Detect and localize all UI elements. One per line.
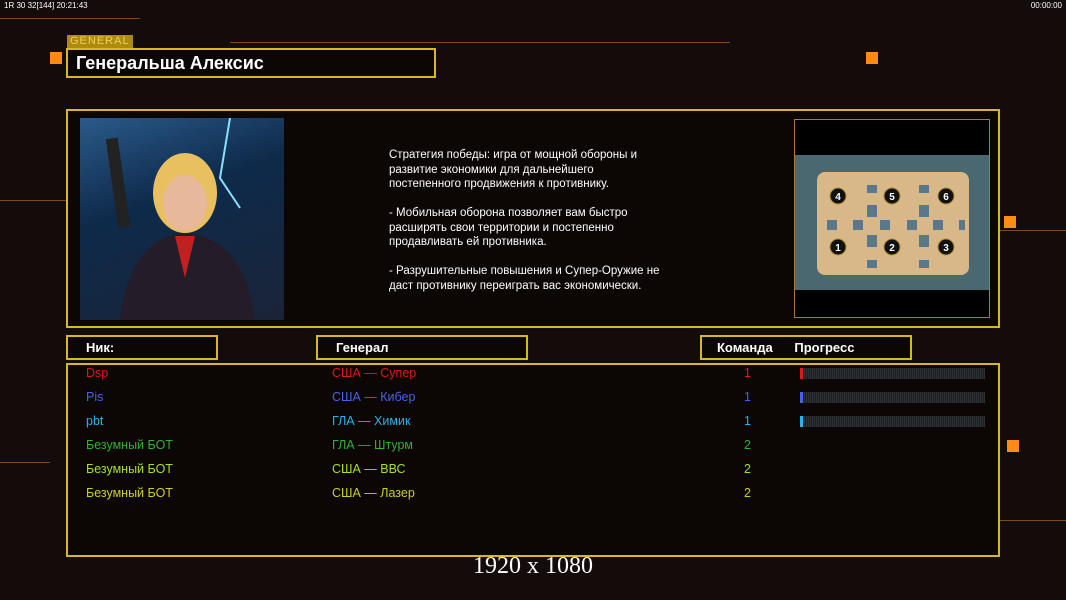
start-slot[interactable]: 5 xyxy=(883,187,901,205)
start-slot[interactable]: 6 xyxy=(937,187,955,205)
player-general: США — Супер xyxy=(332,366,417,380)
start-slot[interactable]: 3 xyxy=(937,238,955,256)
general-tag: GENERAL xyxy=(67,35,133,48)
column-nick: Ник: xyxy=(66,335,218,360)
player-team: 2 xyxy=(744,486,751,500)
player-general: США — Лазер xyxy=(332,486,415,500)
player-team: 2 xyxy=(744,462,751,476)
player-nick: Безумный БОТ xyxy=(86,462,173,476)
player-team: 1 xyxy=(744,390,751,404)
svg-text:1: 1 xyxy=(835,243,841,254)
player-team: 2 xyxy=(744,438,751,452)
player-nick: Pis xyxy=(86,390,104,404)
progress-fill xyxy=(800,368,803,379)
decor-square xyxy=(1004,216,1016,228)
progress-fill xyxy=(800,416,803,427)
svg-text:6: 6 xyxy=(943,192,949,203)
column-team-progress: Команда Прогресс xyxy=(700,335,912,360)
progress-bar xyxy=(800,416,985,427)
player-general: ГЛА — Химик xyxy=(332,414,411,428)
game-timer: 00:00:00 xyxy=(1030,1,1062,10)
start-slot[interactable]: 4 xyxy=(829,187,847,205)
player-team: 1 xyxy=(744,414,751,428)
start-slot[interactable]: 2 xyxy=(883,238,901,256)
player-nick: pbt xyxy=(86,414,104,428)
decor-square xyxy=(50,52,62,64)
player-nick: Безумный БОТ xyxy=(86,486,173,500)
progress-fill xyxy=(800,392,803,403)
player-nick: Безумный БОТ xyxy=(86,438,173,452)
map-preview[interactable]: 4 5 6 1 2 3 xyxy=(794,119,990,318)
column-progress: Прогресс xyxy=(794,340,855,355)
svg-text:2: 2 xyxy=(889,243,895,254)
player-team: 1 xyxy=(744,366,751,380)
progress-bar xyxy=(800,368,985,379)
svg-text:3: 3 xyxy=(943,243,949,254)
general-title: Генеральша Алексис xyxy=(66,48,436,78)
start-slot[interactable]: 1 xyxy=(829,238,847,256)
strategy-description: Стратегия победы: игра от мощной обороны… xyxy=(389,149,660,292)
player-general: США — ВВС xyxy=(332,462,406,476)
progress-bar xyxy=(800,392,985,403)
decor-square xyxy=(866,52,878,64)
decor-square xyxy=(1007,440,1019,452)
column-general: Генерал xyxy=(316,335,528,360)
general-portrait xyxy=(80,118,284,320)
column-team: Команда xyxy=(717,340,773,355)
player-general: ГЛА — Штурм xyxy=(332,438,414,452)
player-general: США — Кибер xyxy=(332,390,416,404)
fps-status: 1R 30 32[144] 20:21:43 xyxy=(4,1,88,10)
svg-text:4: 4 xyxy=(835,192,841,203)
resolution-label: 1920 x 1080 xyxy=(473,553,593,579)
player-nick: Dsp xyxy=(86,366,109,380)
svg-text:5: 5 xyxy=(889,192,895,203)
